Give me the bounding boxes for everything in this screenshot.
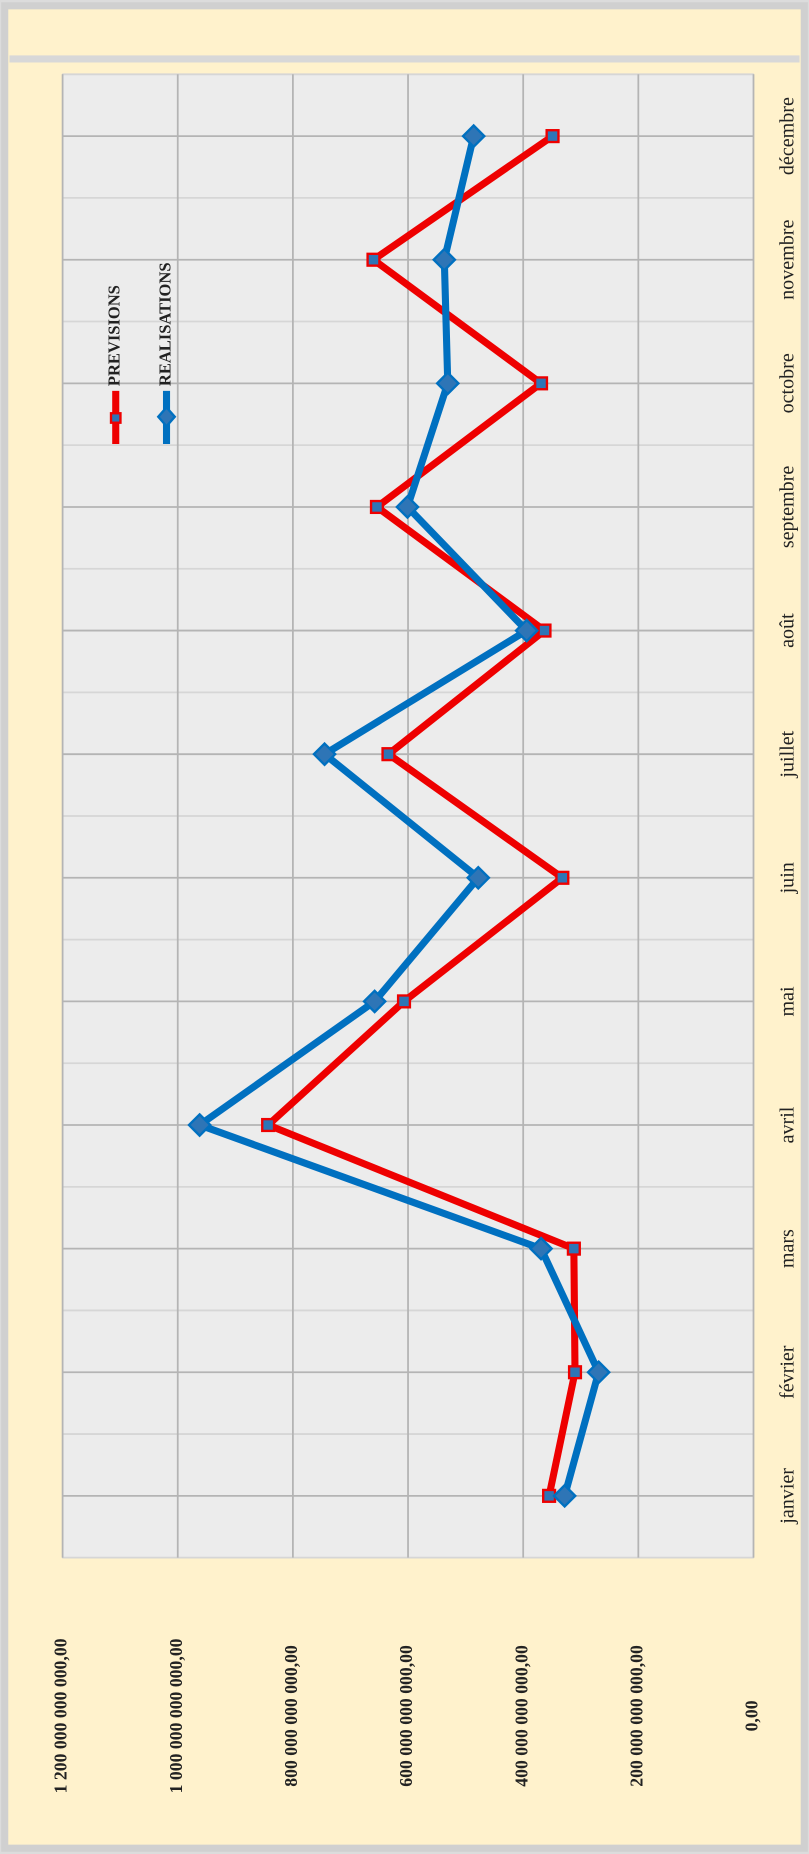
marker bbox=[567, 1365, 583, 1380]
legend-label: REALISATIONS bbox=[155, 262, 174, 386]
marker bbox=[465, 865, 491, 891]
marker bbox=[533, 376, 549, 391]
marker bbox=[461, 123, 486, 149]
legend-label: PREVISIONS bbox=[105, 285, 124, 386]
marker bbox=[528, 1236, 554, 1261]
y-tick-label: 800 000 000 000,00 bbox=[281, 1645, 301, 1787]
x-tick-label: mai bbox=[777, 986, 799, 1017]
y-tick-label: 1 000 000 000 000,00 bbox=[166, 1638, 186, 1793]
grid: janvier février mars avril mai juin juillet aoû… bbox=[51, 73, 799, 1793]
marks: PREVISIONS REALISATIONS bbox=[105, 123, 611, 1509]
marker bbox=[435, 371, 461, 396]
legend-marker bbox=[156, 405, 177, 429]
x-tick-label: avril bbox=[777, 1106, 799, 1143]
marker bbox=[432, 247, 457, 273]
y-tick-label: 0,00 bbox=[742, 1700, 762, 1731]
y-tick-label: 200 000 000 000,00 bbox=[626, 1645, 646, 1787]
x-tick-label: décembre bbox=[777, 97, 799, 175]
x-tick-label: mars bbox=[777, 1229, 799, 1268]
marker bbox=[381, 747, 396, 762]
x-tick-label: juillet bbox=[777, 730, 799, 778]
marker bbox=[187, 1112, 212, 1138]
marker bbox=[396, 994, 412, 1009]
marker bbox=[514, 618, 539, 643]
series-line bbox=[264, 133, 579, 1497]
marker bbox=[312, 741, 337, 767]
separator bbox=[9, 55, 800, 63]
x-tick-label: septembre bbox=[777, 466, 799, 549]
marker bbox=[369, 499, 385, 515]
series-line bbox=[196, 135, 603, 1497]
x-tick-label: octobre bbox=[777, 353, 799, 413]
x-tick-label: août bbox=[777, 613, 799, 648]
y-tick-label: 600 000 000 000,00 bbox=[396, 1645, 416, 1787]
x-tick-label: février bbox=[777, 1345, 799, 1399]
marker bbox=[555, 870, 570, 885]
marker bbox=[566, 1241, 581, 1256]
x-tick-label: juin bbox=[777, 862, 799, 894]
marker bbox=[261, 1117, 276, 1133]
y-tick-label: 1 200 000 000 000,00 bbox=[51, 1638, 71, 1793]
marker bbox=[552, 1483, 577, 1509]
x-tick-label: janvier bbox=[777, 1468, 799, 1525]
marker bbox=[362, 989, 387, 1014]
marker bbox=[537, 623, 552, 638]
marker bbox=[395, 494, 420, 520]
y-tick-label: 400 000 000 000,00 bbox=[511, 1645, 531, 1787]
marker bbox=[586, 1359, 611, 1385]
marker bbox=[366, 252, 381, 267]
legend-marker bbox=[109, 412, 122, 424]
marker bbox=[545, 129, 560, 144]
x-tick-label: novembre bbox=[777, 220, 799, 300]
